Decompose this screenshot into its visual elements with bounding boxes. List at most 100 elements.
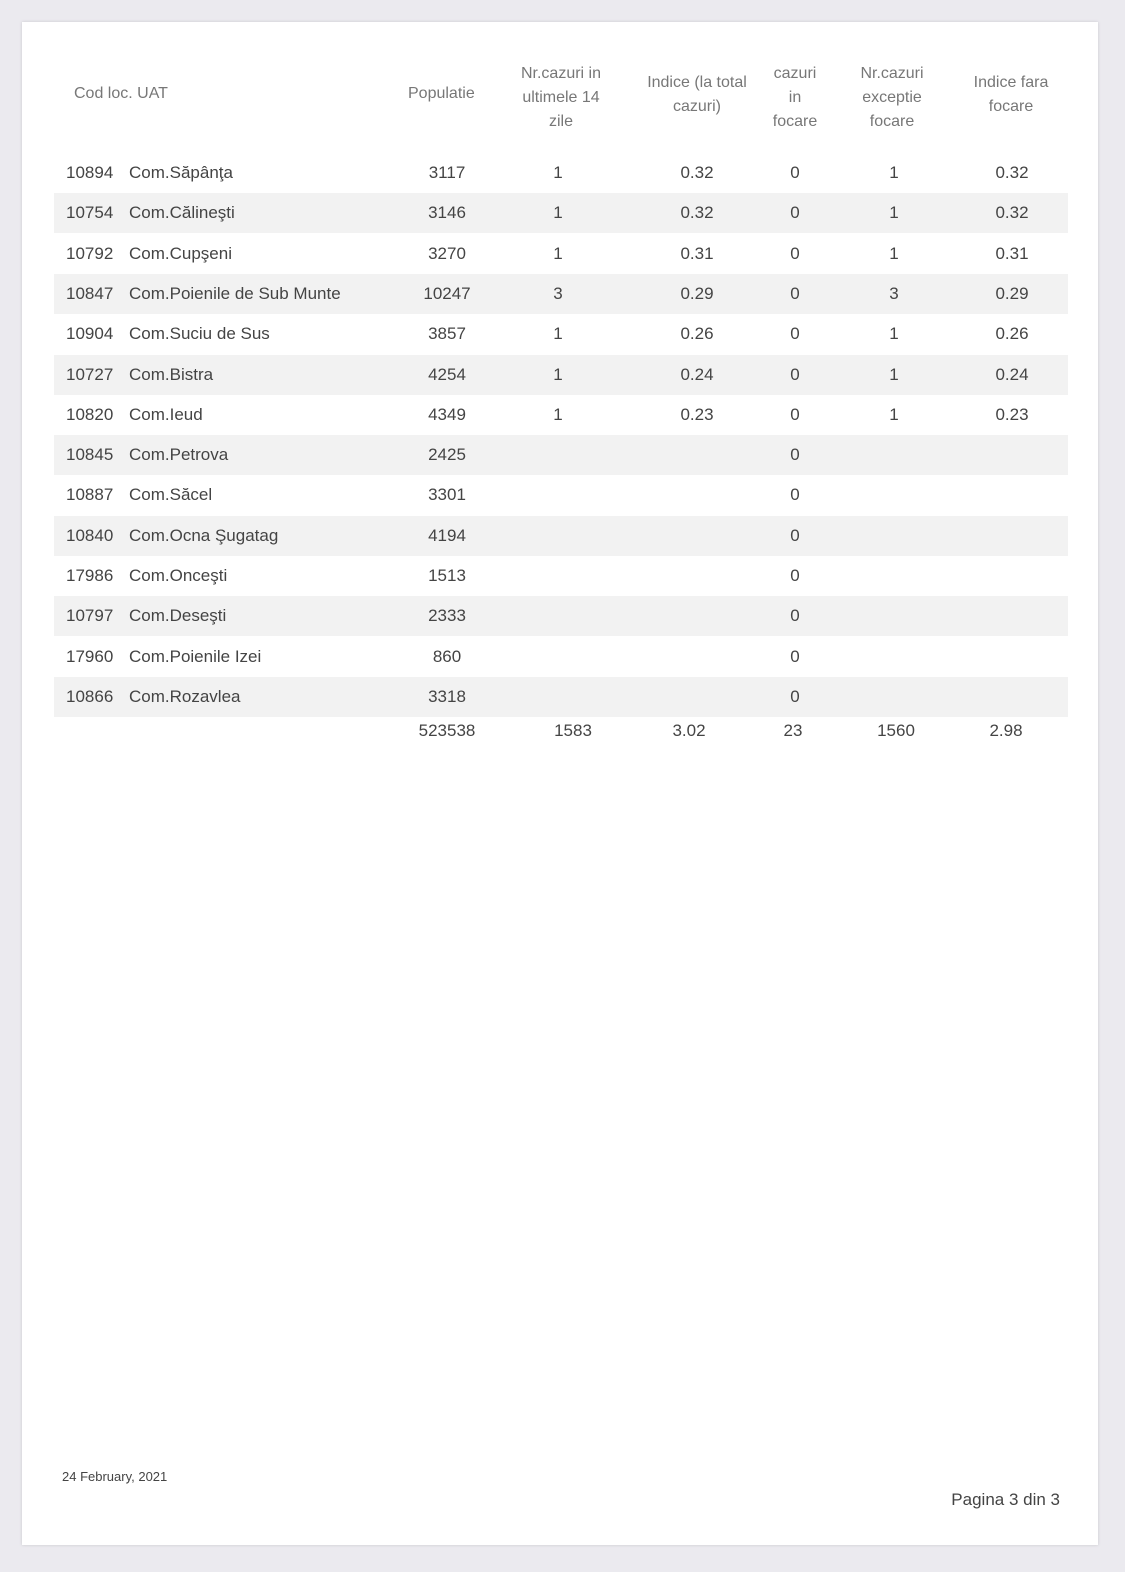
cell-foc: 0	[790, 243, 800, 263]
cell-ind: 0.32	[680, 203, 714, 223]
header-line: Indice (la total	[647, 74, 747, 91]
cell-nr: 1	[553, 163, 563, 182]
cell-uat: Com.Poienile de Sub Munte	[129, 283, 341, 303]
cell-indf: 0.31	[995, 243, 1029, 263]
table-row: 10727 Com.Bistra 4254 1 0.24 0 1 0.24	[54, 354, 1068, 395]
total-ind: 3.02	[672, 721, 706, 741]
cell-cod: 10866	[66, 686, 114, 706]
cell-pop: 860	[432, 646, 462, 666]
table-row: 17960 Com.Poienile Izei 860 0	[54, 637, 1068, 677]
cell-exc: 3	[889, 283, 899, 303]
cell-ind: 0.29	[680, 283, 714, 303]
header-line: focare	[988, 98, 1034, 115]
cell-uat: Com.Bistra	[129, 364, 214, 384]
cell-cod: 10754	[66, 203, 114, 223]
cell-cod: 10820	[66, 404, 114, 424]
table-row: 10894 Com.Săpânţa 3117 1 0.32 0 1 0.32	[54, 153, 1068, 193]
header-line: focare	[869, 113, 915, 130]
cell-pop: 1513	[428, 566, 466, 585]
cell-uat: Com.Petrova	[129, 445, 229, 465]
header-line: cazuri)	[672, 98, 721, 115]
cell-foc: 0	[790, 364, 800, 384]
cell-ind: 0.24	[680, 364, 714, 384]
cell-exc: 1	[889, 364, 899, 384]
cell-cod: 10904	[66, 324, 114, 344]
header-line: in	[788, 89, 802, 106]
cell-cod: 10845	[66, 445, 114, 465]
cell-indf: 0.26	[995, 324, 1029, 344]
header-line: ultimele 14	[522, 89, 600, 106]
cell-foc: 0	[790, 203, 800, 223]
table-row: 10845 Com.Petrova 2425 0	[54, 435, 1068, 476]
header-populatie: Populatie	[408, 85, 475, 102]
header-line: Nr.cazuri	[860, 65, 924, 82]
cell-nr: 1	[553, 203, 563, 223]
cell-pop: 3270	[428, 243, 466, 263]
header-line: Nr.cazuri in	[520, 65, 602, 82]
cell-cod: 10894	[66, 163, 114, 182]
cell-cod: 10847	[66, 283, 114, 303]
totals-row: 523538 1583 3.02 23 1560 2.98	[54, 711, 1068, 751]
header-cazuri-focare: cazuri in focare	[760, 62, 830, 134]
cell-nr: 1	[553, 324, 563, 344]
cell-uat: Com.Rozavlea	[129, 686, 241, 706]
cell-nr: 1	[553, 404, 563, 424]
cell-ind: 0.31	[680, 243, 714, 263]
cell-foc: 0	[790, 163, 800, 182]
header-line: zile	[548, 113, 573, 130]
cell-cod: 10887	[66, 485, 114, 505]
table-row: 10847 Com.Poienile de Sub Munte 10247 3 0.29…	[54, 273, 1068, 314]
cell-indf: 0.32	[995, 163, 1029, 182]
total-indf: 2.98	[989, 721, 1023, 741]
cell-cod: 10840	[66, 525, 114, 545]
cell-foc: 0	[790, 324, 800, 344]
cell-pop: 2425	[428, 445, 466, 465]
table-row: 10904 Com.Suciu de Sus 3857 1 0.26 0 1 0.26	[54, 314, 1068, 354]
cell-uat: Com.Suciu de Sus	[129, 324, 270, 344]
cell-foc: 0	[790, 485, 800, 505]
header-line: cazuri	[773, 65, 817, 82]
cell-foc: 0	[790, 525, 800, 545]
total-foc: 23	[783, 721, 803, 741]
cell-uat: Com.Poienile Izei	[129, 646, 262, 666]
cell-pop: 3301	[428, 485, 466, 505]
cell-exc: 1	[889, 324, 899, 344]
cell-uat: Com.Săcel	[129, 485, 213, 505]
cell-indf: 0.23	[995, 404, 1029, 424]
cell-foc: 0	[790, 686, 800, 706]
cell-uat: Com.Onceşti	[129, 566, 228, 585]
cell-indf: 0.29	[995, 283, 1029, 303]
cell-foc: 0	[790, 646, 800, 666]
header-indice: Indice (la total cazuri)	[632, 71, 762, 119]
header-line: focare	[772, 113, 818, 130]
cell-uat: Com.Cupşeni	[129, 243, 232, 263]
cell-ind: 0.26	[680, 324, 714, 344]
cell-cod: 17960	[66, 646, 114, 666]
cell-uat: Com.Deseşti	[129, 606, 227, 626]
cell-pop: 3146	[428, 203, 466, 223]
table-row: 10820 Com.Ieud 4349 1 0.23 0 1 0.23	[54, 395, 1068, 435]
cell-uat: Com.Călineşti	[129, 203, 235, 223]
cell-uat: Com.Ieud	[129, 404, 203, 424]
cell-exc: 1	[889, 404, 899, 424]
cell-uat: Com.Săpânţa	[129, 163, 233, 182]
table-row: 10887 Com.Săcel 3301 0	[54, 475, 1068, 515]
cell-pop: 3117	[428, 163, 466, 182]
cell-cod: 10792	[66, 243, 114, 263]
cell-exc: 1	[889, 243, 899, 263]
header-nr-exceptie: Nr.cazuri exceptie focare	[844, 62, 940, 134]
cell-cod: 10797	[66, 606, 114, 626]
header-indice-fara: Indice fara focare	[956, 71, 1066, 119]
table-row: 10797 Com.Deseşti 2333 0	[54, 596, 1068, 637]
total-exc: 1560	[877, 721, 915, 741]
total-pop: 523538	[418, 721, 476, 741]
cell-indf: 0.32	[995, 203, 1029, 223]
cell-foc: 0	[790, 404, 800, 424]
document-page: Cod loc. UAT Populatie Nr.cazuri in ulti…	[22, 22, 1098, 1545]
header-cod-uat: Cod loc. UAT	[74, 85, 168, 102]
cell-pop: 4254	[428, 364, 466, 384]
page-number: Pagina 3 din 3	[951, 1490, 1060, 1509]
total-nr: 1583	[554, 721, 592, 741]
cell-foc: 0	[790, 283, 800, 303]
cell-pop: 3318	[428, 686, 466, 706]
